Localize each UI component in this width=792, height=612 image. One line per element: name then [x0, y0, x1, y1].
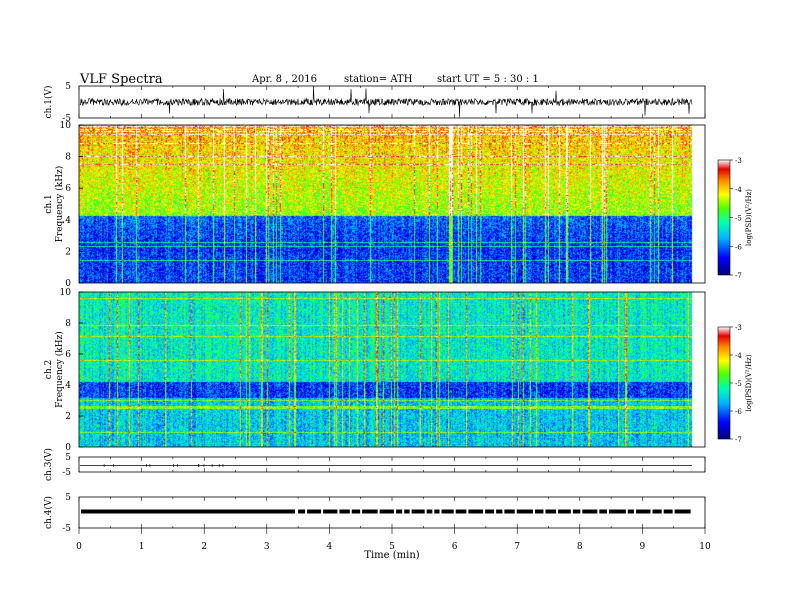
ch4-waveform-trace-segment: [426, 509, 433, 514]
ch2-spectrogram-ytick-label: 4: [65, 381, 71, 391]
time-tick-label: 8: [577, 542, 583, 552]
ch4-waveform-trace-segment: [636, 509, 651, 514]
ch4-waveform-trace-segment: [534, 509, 544, 514]
ch2-spectrogram-ytick-label: 6: [65, 350, 71, 360]
ch1-spectrogram-colorbar-tick-label: -7: [735, 272, 742, 280]
ch4-waveform-trace-segment: [485, 509, 495, 514]
ch1-spectrogram-colorbar-tick-label: -5: [735, 215, 742, 223]
ch1-spectrogram-ytick-label: 2: [65, 247, 71, 257]
ch2-spectrogram-colorbar-tick-label: -7: [735, 436, 742, 444]
ch4-waveform-trace-segment: [652, 509, 662, 514]
time-tick-label: 6: [452, 542, 458, 552]
ch4-waveform-trace-segment: [339, 509, 350, 514]
ch4-waveform-ylabel: ch.4(V): [43, 496, 54, 529]
time-tick-label: 4: [327, 542, 333, 552]
ch2-spectrogram-colorbar-label: log(PSD)(V²/Hz): [745, 354, 753, 411]
ch1-waveform-trace: [79, 85, 693, 118]
ch1-spectrogram-colorbar-tick-label: -3: [735, 157, 742, 165]
ch2-spectrogram-ytick-label: 2: [65, 412, 71, 422]
start-time-label: start UT = 5 : 30 : 1: [437, 74, 539, 85]
ch4-waveform-trace-segment: [468, 509, 484, 514]
ch4-waveform-trace-segment: [545, 509, 557, 514]
ch2-spectrogram-frame: [78, 291, 706, 448]
ch2-spectrogram-colorbar-tick-label: -5: [735, 380, 742, 388]
ch2-spectrogram-colorbar-tick-label: -3: [735, 324, 742, 332]
ch1-spectrogram-colorbar-label: log(PSD)(V²/Hz): [745, 189, 753, 246]
ch2-spectrogram-ytick-label: 10: [60, 288, 72, 298]
ch4-waveform-trace-segment: [351, 509, 361, 514]
time-tick-label: 9: [640, 542, 646, 552]
ch4-waveform-trace-segment: [396, 509, 403, 514]
ch4-waveform-trace-segment: [516, 509, 533, 514]
time-tick-label: 3: [264, 542, 270, 552]
ch1-spectrogram-ytick-label: 8: [65, 153, 71, 163]
ch2-spectrogram-ylabel: Frequency (kHz): [54, 331, 65, 408]
ch1-spectrogram-colorbar-tick-label: -4: [735, 186, 742, 194]
ch4-waveform-trace-segment: [434, 509, 440, 514]
ch1-spectrogram-ylabel: Frequency (kHz): [54, 166, 65, 243]
ch4-waveform-trace-segment: [674, 509, 691, 514]
ch4-waveform-trace-segment: [441, 509, 454, 514]
ch1-waveform-ylabel: ch.1(V): [43, 86, 54, 119]
ch4-waveform-trace-segment: [558, 509, 571, 514]
ch4-waveform-trace: [81, 509, 295, 514]
ch2-spectrogram-colorbar-tick-label: -6: [735, 408, 742, 416]
time-tick-label: 2: [201, 542, 207, 552]
time-axis-label: Time (min): [364, 550, 419, 561]
ch2-spectrogram-colorbar-tick-label: -4: [735, 352, 742, 360]
time-tick-label: 5: [389, 542, 395, 552]
station-label: station= ATH: [344, 74, 413, 85]
ch3-waveform-ytick-label: -5: [62, 468, 71, 478]
ch4-waveform-trace-segment: [298, 509, 306, 514]
ch1-spectrogram-ytick-label: 10: [60, 121, 72, 131]
ch4-waveform-trace-segment: [582, 509, 598, 514]
ch2-spectrogram-channel-label: ch.2: [44, 360, 54, 379]
ch1-spectrogram-colorbar-tick-label: -6: [735, 243, 742, 251]
ch1-spectrogram-image: [79, 125, 705, 283]
time-tick-label: 0: [76, 542, 82, 552]
ch2-spectrogram-colorbar: [717, 326, 731, 440]
ch1-spectrogram-colorbar: [717, 159, 731, 276]
ch4-waveform-trace-segment: [496, 509, 503, 514]
ch4-waveform-trace-segment: [362, 509, 378, 514]
chart-title: VLF Spectra: [80, 72, 163, 87]
ch3-waveform-ytick-label: 5: [65, 453, 71, 463]
ch1-spectrogram-ytick-label: 6: [65, 184, 71, 194]
time-tick-label: 1: [139, 542, 145, 552]
ch2-spectrogram-image: [79, 292, 705, 447]
ch4-waveform-trace-segment: [504, 509, 515, 514]
ch2-spectrogram-ytick-label: 8: [65, 319, 71, 329]
ch1-spectrogram-frame: [78, 124, 706, 284]
ch4-waveform-trace-segment: [599, 509, 607, 514]
ch4-waveform-trace-segment: [379, 509, 395, 514]
date-label: Apr. 8 , 2016: [252, 74, 318, 85]
time-tick-label: 7: [514, 542, 520, 552]
ch4-waveform-trace-segment: [323, 509, 338, 514]
ch2-spectrogram-ytick-label: 0: [65, 443, 71, 453]
ch4-waveform-trace-segment: [411, 509, 425, 514]
ch3-waveform-ylabel: ch.3(V): [43, 448, 54, 481]
ch4-waveform-trace-segment: [608, 509, 626, 514]
ch1-waveform-ytick-label: -5: [62, 114, 71, 124]
ch1-spectrogram-channel-label: ch.1: [44, 194, 54, 213]
ch1-spectrogram-ytick-label: 0: [65, 279, 71, 289]
ch4-waveform-trace-segment: [627, 509, 635, 514]
ch1-spectrogram-ytick-label: 4: [65, 216, 71, 226]
ch4-waveform-ytick-label: -5: [62, 524, 71, 534]
ch4-waveform-trace-segment: [663, 509, 673, 514]
ch4-waveform-trace-segment: [404, 509, 410, 514]
ch4-waveform-trace-segment: [455, 509, 467, 514]
ch4-waveform-ytick-label: 5: [65, 493, 71, 503]
ch4-waveform-trace-segment: [572, 509, 581, 514]
time-tick-label: 10: [699, 542, 711, 552]
ch1-waveform-ytick-label: 5: [65, 82, 71, 92]
ch4-waveform-trace-segment: [307, 509, 322, 514]
